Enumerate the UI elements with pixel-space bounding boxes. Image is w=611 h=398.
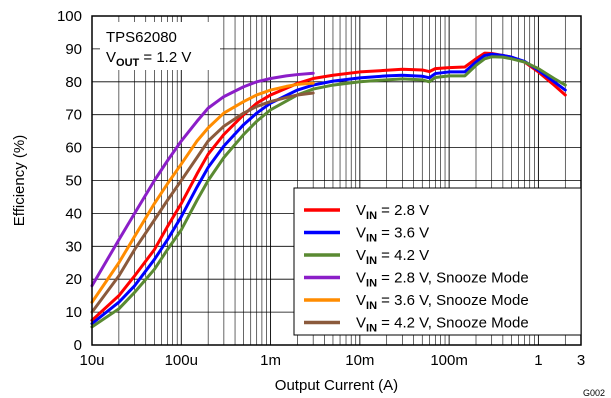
x-tick-label: 10m [345,352,374,369]
legend-item-2: VIN = 3.6 V [304,225,429,245]
legend-box [293,187,582,336]
x-tick-label: 10u [79,352,104,369]
x-tick-label: 3 [577,352,585,369]
series-line-4 [90,71,315,288]
plot-frame [91,15,582,346]
y-tick-label: 100 [57,8,82,25]
series-line-2 [90,52,567,326]
legend-item-4: VIN = 2.8 V, Snooze Mode [304,270,529,290]
y-tick-label: 0 [74,337,82,354]
legend-item-6: VIN = 4.2 V, Snooze Mode [304,315,529,335]
legend-item-5: VIN = 3.6 V, Snooze Mode [304,292,529,312]
x-tick-label: 100u [165,352,198,369]
legend-label: VIN = 3.6 V [356,225,429,245]
series-line-5 [90,81,315,304]
annotation-background [100,22,220,70]
y-tick-label: 30 [65,238,82,255]
legend-label: VIN = 4.2 V, Snooze Mode [356,315,529,335]
legend-label: VIN = 2.8 V, Snooze Mode [356,270,529,290]
y-tick-label: 40 [65,205,82,222]
legend-label: VIN = 3.6 V, Snooze Mode [356,292,529,312]
legend-label: VIN = 2.8 V [356,202,429,222]
output-voltage-note: VOUT = 1.2 V [106,49,191,69]
series-line-6 [90,91,315,314]
x-tick-label: 1m [260,352,281,369]
annotation: TPS62080 VOUT = 1.2 V [100,22,220,70]
x-axis-label: Output Current (A) [275,377,398,394]
y-tick-label: 60 [65,140,82,157]
y-tick-label: 90 [65,41,82,58]
x-tick-label: 100m [430,352,468,369]
series-line-3 [90,55,567,329]
y-tick-label: 70 [65,107,82,124]
y-tick-label: 50 [65,173,82,190]
series-lines [90,51,567,329]
legend-item-1: VIN = 2.8 V [304,202,429,222]
y-tick-label: 10 [65,304,82,321]
y-tick-label: 20 [65,271,82,288]
device-name: TPS62080 [106,29,177,46]
legend-item-3: VIN = 4.2 V [304,247,429,267]
figure-id: G002 [583,388,605,398]
y-tick-label: 80 [65,74,82,91]
x-tick-label: 1 [534,352,542,369]
y-axis-label: Efficiency (%) [11,135,28,226]
legend-label: VIN = 4.2 V [356,247,429,267]
